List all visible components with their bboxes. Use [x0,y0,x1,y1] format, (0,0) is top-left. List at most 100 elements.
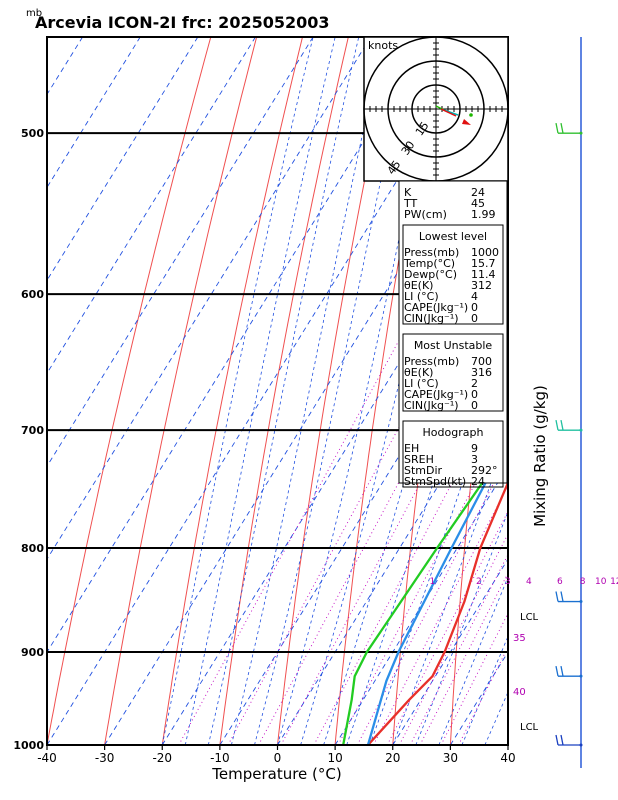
series-point-parcel [385,680,388,682]
axis-ticks: -40-30-20-100102030402003004005006007008… [13,127,515,765]
series-point-dewpoint [436,547,438,549]
mixing-ratio-line [440,612,508,745]
mixing-ratio-line [386,510,508,745]
most-unstable-box [402,333,504,412]
hodograph-indices-row-value: 9 [471,442,478,455]
series-point-temperature [443,651,446,653]
mixing-ratio-label: 8 [580,577,586,587]
index-row-value: 24 [471,186,485,199]
wind-barb-flag [555,591,559,602]
series-line-parcel [366,437,508,745]
hodograph-indices-row-key: StmSpd(kt) [404,475,466,488]
x-tick-label: 40 [500,751,515,765]
theta-label: 40 [513,687,526,698]
series-point-temperature [596,293,598,295]
mixing-ratio-label: 2 [476,577,482,587]
lcl-label: LCL [520,612,539,623]
x-tick-label: -20 [152,751,172,765]
y-tick-label: 700 [21,424,44,437]
profile-lines [342,293,598,745]
lowest-level-row-key: CIN(Jkg⁻¹) [404,312,459,325]
most-unstable-row-key: CAPE(Jkg⁻¹) [404,388,468,401]
most-unstable-row-value: 0 [471,399,478,412]
x-tick-label: -40 [37,751,57,765]
wind-barb-flag [555,734,559,746]
lowest-level-row-value: 15.7 [471,257,496,270]
lowest-level-row-key: θE(K) [404,279,433,292]
lowest-level-row-key: CAPE(Jkg⁻¹) [404,301,468,314]
most-unstable-row-value: 2 [471,377,478,390]
wind-barb-flag [555,123,559,134]
y-tick-label: 1000 [13,739,44,752]
series-point-dewpoint [591,293,593,295]
x-tick-label: -30 [95,751,115,765]
wind-barb-column: LCL LCL 35 40 [513,37,583,768]
unit-mb: mb [26,8,42,19]
lowest-level-row-key: Press(mb) [404,246,459,259]
theta-label: 35 [513,633,526,644]
index-row-value: 1.99 [471,208,496,221]
series-point-temperature [479,547,482,549]
series-point-temperature [431,675,434,678]
wind-barb-base [579,428,583,432]
wind-barb-base [579,600,583,604]
wind-barb-flag [555,420,559,431]
wind-barb-flag [555,666,559,677]
most-unstable-row-key: θE(K) [404,366,433,379]
dry-adiabat [277,37,395,745]
hodograph-arrowhead [462,119,471,125]
x-tick-label: 10 [327,751,342,765]
y-tick-label: 900 [21,646,44,659]
wind-barb-base [579,131,583,135]
lowest-level-box [402,224,504,325]
indices-frame [398,180,508,484]
lowest-level-row-value: 0 [471,312,478,325]
mixing-ratio-line [373,484,508,745]
isotherm [47,37,372,560]
mixing-ratio-label: 10 [595,577,607,587]
mixing-ratio-labels: 1234681012141618202530 [429,577,618,587]
x-axis-label: Temperature (°C) [211,765,341,783]
x-tick-label: 0 [274,751,282,765]
series-point-dewpoint [365,651,368,653]
wind-barb-flag [560,420,564,431]
moist-adiabat [161,37,314,745]
lowest-level-row-value: 1000 [471,246,499,259]
index-row-key: TT [403,197,418,210]
hodograph-indices-row-key: SREH [404,453,434,466]
most-unstable-row-value: 0 [471,388,478,401]
series-point-temperature [558,364,560,366]
lowest-level-row-value: 312 [471,279,492,292]
chart-title: Arcevia ICON-2I frc: 2025052003 [35,13,330,32]
mixing-ratio-line [458,646,508,745]
dry-adiabat [104,37,258,745]
hodograph-indices-title: Hodograph [423,426,484,439]
mixing-ratio-label: 1 [429,577,435,587]
lowest-level-row-key: Dewp(°C) [404,268,457,281]
hodograph-indices-row-value: 24 [471,475,485,488]
hodograph-indices-row-key: EH [404,442,419,455]
lowest-level-row-value: 4 [471,290,478,303]
most-unstable-row-key: LI (°C) [404,377,439,390]
hodograph-indices-row-key: StmDir [404,464,443,477]
mixing-ratio-line [337,419,508,745]
series-point-temperature [463,600,466,603]
wind-barb-flag [560,666,564,677]
most-unstable-row-key: Press(mb) [404,355,459,368]
x-tick-label: 20 [385,751,400,765]
series-point-parcel [585,293,587,295]
dry-adiabat [47,37,212,745]
mixing-ratio-label: 4 [526,577,532,587]
series-point-parcel [512,429,514,431]
mixing-ratio-label: 6 [557,577,563,587]
y-tick-label: 500 [21,127,44,140]
hodograph-indices-box [402,420,504,488]
mixing-ratio-line [409,553,508,745]
series-point-dewpoint [353,675,356,678]
mixing-ratio-line [280,317,508,745]
lowest-level-title: Lowest level [419,230,487,243]
series-point-parcel [397,651,400,653]
